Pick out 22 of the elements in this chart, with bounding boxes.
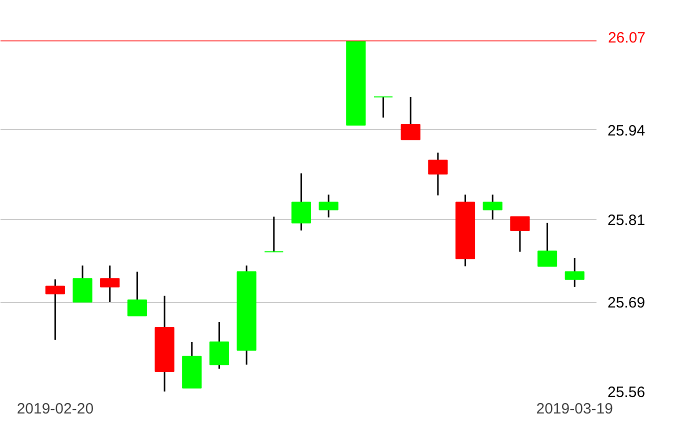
- candlestick: [537, 222, 558, 267]
- x-tick-label: 2019-03-19: [536, 400, 613, 418]
- ref-line-label: 26.07: [608, 30, 646, 46]
- candlestick: [264, 216, 284, 253]
- y-tick-label: 25.69: [608, 294, 646, 312]
- candlestick: [72, 264, 92, 303]
- y-tick-label: 25.56: [608, 384, 646, 401]
- candlestick: [510, 216, 530, 253]
- candlestick: [209, 321, 230, 370]
- candlestick: [482, 194, 502, 220]
- x-tick-label: 2019-02-20: [16, 400, 94, 418]
- y-tick-label: 25.81: [608, 212, 646, 229]
- candlestick: [400, 96, 420, 140]
- candlestick: [428, 152, 448, 196]
- candlestick: [373, 96, 394, 118]
- candlestick: [318, 194, 338, 218]
- candlestick: [100, 264, 120, 303]
- candlestick: [127, 270, 147, 317]
- candlestick: [291, 172, 312, 232]
- candlestick: [45, 278, 65, 341]
- candlestick: [564, 257, 584, 288]
- y-tick-label: 25.94: [608, 122, 646, 140]
